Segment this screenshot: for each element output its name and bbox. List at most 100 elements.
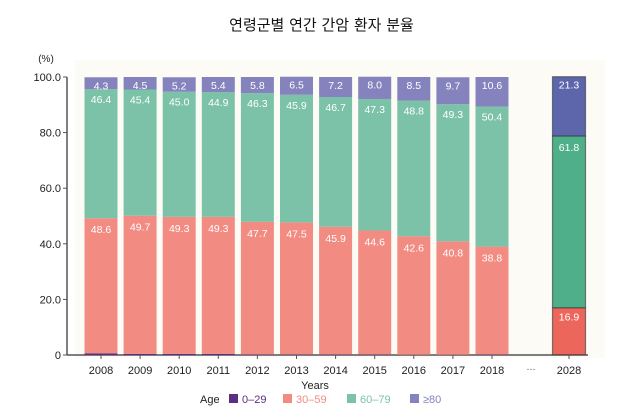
data-label: 9.7	[446, 80, 461, 92]
bar-segment	[84, 353, 118, 355]
bar-segment	[162, 216, 196, 354]
y-axis-label: (%)	[38, 54, 54, 65]
data-label: 5.2	[172, 80, 187, 92]
data-label: 8.0	[367, 80, 382, 92]
bar-segment	[280, 76, 313, 95]
legend-swatch	[229, 394, 238, 403]
bar-segment	[162, 91, 196, 217]
bar-segment	[436, 241, 470, 355]
bar-segment	[358, 98, 392, 231]
bar-segment	[84, 77, 118, 90]
x-tick-label: 2017	[441, 365, 465, 377]
data-label: 7.2	[328, 80, 343, 92]
x-tick-label: 2028	[557, 365, 581, 377]
x-tick-label: 2010	[167, 365, 191, 377]
bar-segment	[240, 221, 274, 355]
data-label: 21.3	[559, 80, 580, 92]
data-label: 49.3	[443, 109, 464, 121]
data-label: 47.5	[286, 228, 307, 240]
legend-swatch	[410, 394, 419, 403]
x-tick-label: 2008	[89, 365, 113, 377]
bar-segment	[358, 354, 392, 355]
bar-segment	[475, 246, 509, 355]
data-label: 46.4	[91, 94, 112, 106]
data-label: 46.7	[325, 102, 346, 114]
data-label: 42.6	[404, 242, 425, 254]
bar-segment	[475, 354, 509, 355]
chart-title: 연령군별 연간 간암 환자 분율	[229, 16, 414, 34]
bar-segment	[475, 77, 509, 107]
bar-segment	[162, 353, 196, 355]
data-label: 4.3	[94, 80, 109, 92]
bar-segment	[123, 77, 157, 90]
bar-segment	[280, 354, 313, 355]
data-label: 5.4	[211, 80, 226, 92]
bar-segment	[84, 218, 118, 354]
bar-segment	[397, 100, 431, 237]
x-tick-label: 2014	[323, 365, 347, 377]
data-label: 38.8	[482, 253, 503, 265]
x-tick-label: 2016	[402, 365, 426, 377]
x-tick-label: 2009	[128, 365, 152, 377]
bar-segment	[240, 93, 274, 222]
bar-segment	[123, 353, 157, 355]
bar-segment	[123, 89, 157, 216]
legend-label: 30–59	[296, 394, 327, 406]
bar-segment	[280, 222, 313, 355]
data-label: 10.6	[482, 80, 503, 92]
bar-segment	[551, 307, 587, 356]
bar-segment	[551, 135, 587, 309]
bar-segment	[436, 104, 470, 242]
data-label: 4.5	[133, 80, 148, 92]
data-label: 61.8	[559, 142, 580, 154]
bar-segment	[319, 77, 353, 98]
bar-segment	[319, 226, 353, 355]
x-tick-label: 2012	[245, 365, 269, 377]
bar-segment	[358, 230, 392, 355]
data-label: 5.8	[250, 80, 265, 92]
bar-segment	[162, 77, 196, 92]
axis-break-label: ---	[527, 364, 536, 374]
bar-segment	[319, 97, 353, 227]
data-label: 49.7	[130, 222, 151, 234]
legend-swatch	[347, 394, 356, 403]
x-tick-label: 2011	[206, 365, 230, 377]
data-label: 48.8	[404, 106, 425, 118]
bar-segment	[436, 77, 470, 105]
legend-label: 0–29	[242, 394, 266, 406]
bar-segment	[475, 106, 509, 247]
data-label: 45.4	[130, 95, 151, 107]
data-label: 45.9	[286, 100, 307, 112]
bar-segment	[551, 76, 587, 137]
bar-segment	[397, 236, 431, 355]
y-tick-label: 100.0	[33, 72, 61, 84]
data-label: 44.9	[208, 97, 229, 109]
y-tick-label: 20.0	[40, 294, 61, 306]
x-axis-label: Years	[301, 380, 329, 392]
y-tick-label: 0	[55, 350, 61, 362]
data-label: 46.3	[247, 98, 268, 110]
bar-segment	[397, 77, 431, 101]
legend-label: 60–79	[360, 394, 391, 406]
y-tick-label: 80.0	[40, 128, 61, 140]
bar-segment	[280, 94, 313, 223]
bar-segment	[201, 77, 235, 93]
data-label: 6.5	[289, 80, 304, 92]
data-label: 16.9	[559, 312, 580, 324]
y-tick-label: 40.0	[40, 239, 61, 251]
legend-title: Age	[200, 394, 220, 406]
bar-segment	[123, 215, 157, 354]
data-label: 44.6	[364, 236, 385, 248]
bar-segment	[201, 92, 235, 217]
data-label: 40.8	[443, 247, 464, 259]
legend-label: ≥80	[423, 394, 441, 406]
bar-segment	[84, 89, 118, 219]
bar-segment	[201, 216, 235, 354]
x-tick-label: 2015	[362, 365, 386, 377]
data-label: 49.3	[169, 223, 190, 235]
x-tick-label: 2018	[480, 365, 504, 377]
data-label: 45.0	[169, 97, 190, 109]
data-label: 49.3	[208, 223, 229, 235]
